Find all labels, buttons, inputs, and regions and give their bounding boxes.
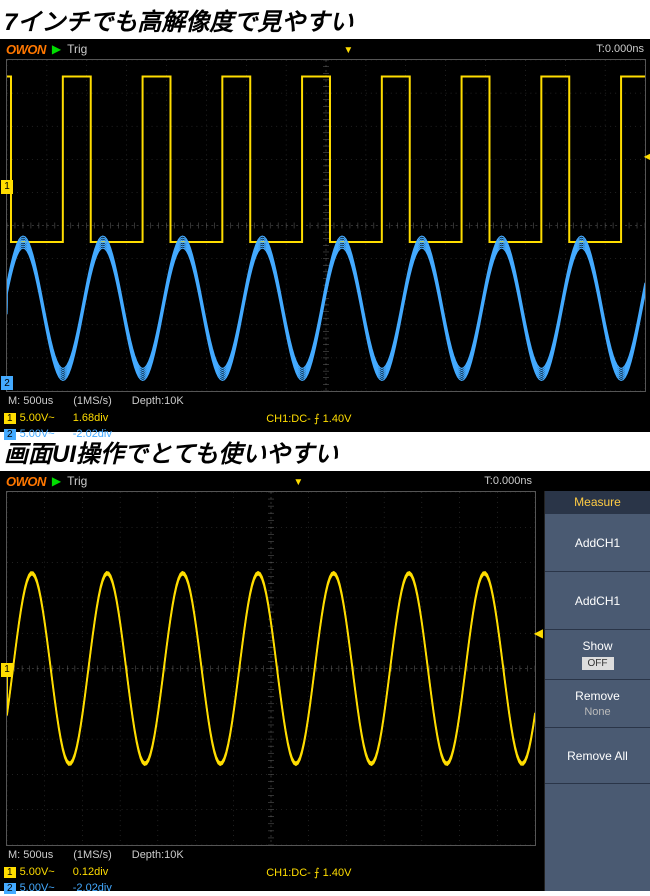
waveform-grid[interactable]: 1 2 ◀ [6,59,646,392]
trigger-marker-icon: ▼ [293,474,303,488]
oscilloscope-top: OWON ▶ Trig ▼ T:0.000ns 1 2 ◀ M: 500us (… [0,39,650,432]
trigger-marker-icon: ▼ [343,42,353,56]
ch1-badge: 1 [4,413,16,424]
ch2-marker: 2 [1,376,13,390]
ch1-position: 0.12div [73,866,108,878]
timebase-readout: T:0.000ns [596,43,644,55]
topbar: OWON ▶ Trig ▼ T:0.000ns [0,39,650,59]
side-panel-item[interactable]: RemoveNone [545,680,650,728]
logo: OWON [6,474,46,489]
ch2-badge: 2 [4,429,16,440]
ch2-badge: 2 [4,883,16,894]
trigger-level-marker: ◀ [534,626,543,640]
trigger-info: CH1:DC- ⨍ 1.40V [266,412,351,425]
oscilloscope-bottom: OWON ▶ Trig ▼ T:0.000ns 1 ◀ Measure AddC… [0,471,650,891]
ch1-marker: 1 [1,663,13,677]
timebase-readout: T:0.000ns [484,475,532,487]
trigger-status: Trig [67,42,87,56]
ch1-marker: 1 [1,180,13,194]
sample-rate: (1MS/s) [73,395,112,407]
sample-rate: (1MS/s) [73,849,112,861]
side-panel-header: Measure [545,491,650,514]
timebase-m: M: 500us [8,395,53,407]
play-icon: ▶ [52,42,61,56]
bottom-info-bar: M: 500us (1MS/s) Depth:10K [0,392,650,410]
topbar: OWON ▶ Trig ▼ T:0.000ns [0,471,650,491]
memory-depth: Depth:10K [132,849,184,861]
logo: OWON [6,42,46,57]
side-panel-item[interactable]: AddCH1 [545,572,650,630]
trigger-level-marker: ◀ [644,149,650,163]
side-panel-item[interactable]: ShowOFF [545,630,650,680]
side-panel-item[interactable]: Remove All [545,728,650,784]
ch2-position: -2.02div [73,428,112,440]
ch2-info: 25.00V~ -2.02div [0,426,650,442]
waveform-grid[interactable]: 1 ◀ [6,491,536,846]
memory-depth: Depth:10K [132,395,184,407]
measure-side-panel: Measure AddCH1AddCH1ShowOFFRemoveNoneRem… [544,491,650,891]
ch1-info: 15.00V~ 1.68div CH1:DC- ⨍ 1.40V [0,410,650,426]
side-panel-item[interactable]: AddCH1 [545,514,650,572]
ch2-position: -2.02div [73,882,112,894]
trigger-status: Trig [67,474,87,488]
trigger-info: CH1:DC- ⨍ 1.40V [266,866,351,879]
timebase-m: M: 500us [8,849,53,861]
ch1-position: 1.68div [73,412,108,424]
play-icon: ▶ [52,474,61,488]
title-top: 7インチでも高解像度で見やすい [0,0,650,39]
